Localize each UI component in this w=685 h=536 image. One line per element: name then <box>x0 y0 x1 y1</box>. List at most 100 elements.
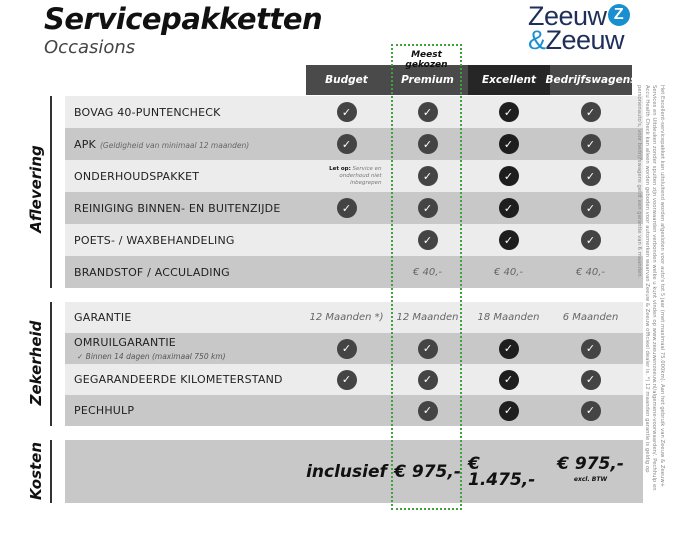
table-row: GARANTIE 12 Maanden *) 12 Maanden 18 Maande… <box>65 302 643 333</box>
cell-excellent: ✓ <box>468 395 549 426</box>
check-icon: ✓ <box>498 102 519 122</box>
check-icon: ✓ <box>417 230 438 250</box>
check-icon: ✓ <box>336 102 357 122</box>
check-icon: ✓ <box>498 338 519 359</box>
row-label: REINIGING BINNEN- EN BUITENZIJDE <box>74 201 281 215</box>
cell-value: 12 Maanden <box>396 312 459 323</box>
check-icon: ✓ <box>498 369 519 390</box>
cell-bedrijfswagens: ✓ <box>550 96 631 128</box>
row-label: GARANTIE <box>74 311 132 324</box>
price-budget: inclusief <box>306 461 387 482</box>
column-header-bedrijfswagens: Bedrijfswagens <box>546 65 637 95</box>
cell-premium: € 40,- <box>387 256 468 288</box>
row-label: PECHHULP <box>74 404 135 417</box>
cell-excellent: ✓ <box>468 192 549 224</box>
cell-budget: 12 Maanden *) <box>306 302 387 333</box>
table-row: BRANDSTOF / ACCULADING € 40,- € 40,- € 40,- <box>65 256 643 288</box>
section-divider <box>50 96 52 288</box>
check-icon: ✓ <box>580 134 601 154</box>
column-header-budget: Budget <box>306 65 387 95</box>
table-row: BOVAG 40-PUNTENCHECK ✓ ✓ ✓ ✓ <box>65 96 643 128</box>
row-label: POETS- / WAXBEHANDELING <box>74 233 235 247</box>
check-icon: ✓ <box>580 102 601 122</box>
cell-premium: ✓ <box>387 96 468 128</box>
table-row: ONDERHOUDSPAKKET Let op: Service en onder… <box>65 160 643 192</box>
column-header-excellent: Excellent <box>468 65 550 95</box>
row-label: GEGARANDEERDE KILOMETERSTAND <box>74 373 283 386</box>
row-label: ONDERHOUDSPAKKET <box>74 169 200 183</box>
logo: Zeeuw Z &Zeeuw <box>528 3 638 54</box>
logo-z-icon: Z <box>607 4 630 26</box>
cell-bedrijfswagens: 6 Maanden <box>550 302 631 333</box>
cell-bedrijfswagens: ✓ <box>550 364 631 395</box>
row-label: BOVAG 40-PUNTENCHECK <box>74 105 221 119</box>
cell-bedrijfswagens: € 40,- <box>550 256 631 288</box>
check-icon: ✓ <box>417 102 438 122</box>
cell-excellent: 18 Maanden <box>468 302 549 333</box>
price-excellent: € 1.475,- <box>468 453 536 490</box>
cell-premium: ✓ <box>387 333 468 364</box>
cell-excellent: ✓ <box>468 96 549 128</box>
check-icon: ✓ <box>498 166 519 186</box>
table-row: GEGARANDEERDE KILOMETERSTAND ✓ ✓ ✓ ✓ <box>65 364 643 395</box>
section-divider <box>50 302 52 426</box>
row-label: OMRUILGARANTIE <box>74 336 176 349</box>
cell-value: 18 Maanden <box>477 312 540 323</box>
page-title: Servicepakketten <box>44 2 323 36</box>
check-icon: ✓ <box>417 338 438 359</box>
cell-bedrijfswagens: ✓ <box>550 128 631 160</box>
cell-budget: ✓ <box>306 364 387 395</box>
section-divider <box>50 440 52 503</box>
cell-excellent: € 40,- <box>468 256 549 288</box>
table-row: REINIGING BINNEN- EN BUITENZIJDE ✓ ✓ ✓ ✓ <box>65 192 643 224</box>
table-row: OMRUILGARANTIE ✓ Binnen 14 dagen (maximaa… <box>65 333 643 364</box>
cell-value: € 40,- <box>412 266 443 278</box>
check-icon: ✓ <box>336 369 357 390</box>
check-icon: ✓ <box>417 400 438 421</box>
check-icon: ✓ <box>417 166 438 186</box>
check-icon: ✓ <box>336 338 357 359</box>
check-icon: ✓ <box>580 369 601 390</box>
row-note: (Geldigheid van minimaal 12 maanden) <box>99 140 250 150</box>
cell-bedrijfswagens: ✓ <box>550 395 631 426</box>
cell-budget <box>306 256 387 288</box>
table-row: APK (Geldigheid van minimaal 12 maanden) ✓… <box>65 128 643 160</box>
check-icon: ✓ <box>498 198 519 218</box>
check-icon: ✓ <box>417 198 438 218</box>
cell-budget: ✓ <box>306 192 387 224</box>
cell-excellent: ✓ <box>468 224 549 256</box>
cell-budget: ✓ <box>306 333 387 364</box>
check-icon: ✓ <box>580 230 601 250</box>
row-label: BRANDSTOF / ACCULADING <box>74 265 230 279</box>
cell-budget <box>306 395 387 426</box>
cell-premium: ✓ <box>387 224 468 256</box>
check-icon: ✓ <box>417 369 438 390</box>
cell-premium: 12 Maanden <box>387 302 468 333</box>
cell-excellent: ✓ <box>468 128 549 160</box>
section-kosten: Kosten <box>27 441 45 501</box>
cell-budget: Let op: Service en onderhoud niet inbegr… <box>306 160 387 192</box>
cell-budget: ✓ <box>306 96 387 128</box>
check-icon: ✓ <box>580 198 601 218</box>
check-icon: ✓ <box>336 198 357 218</box>
cell-value: 12 Maanden *) <box>309 312 384 323</box>
cell-bedrijfswagens: ✓ <box>550 224 631 256</box>
section-aflevering: Aflevering <box>27 145 45 233</box>
cell-excellent: ✓ <box>468 364 549 395</box>
cell-bedrijfswagens: ✓ <box>550 160 631 192</box>
cell-premium: ✓ <box>387 160 468 192</box>
check-icon: ✓ <box>336 134 357 154</box>
budget-note: Let op: Service en onderhoud niet inbegr… <box>329 165 382 186</box>
cell-excellent: ✓ <box>468 333 549 364</box>
check-icon: ✓ <box>498 134 519 154</box>
price-premium: € 975,- <box>394 461 461 482</box>
cell-budget <box>306 224 387 256</box>
price-bedrijfswagens: € 975,- excl. BTW <box>550 440 631 503</box>
column-header-premium: Premium <box>387 65 468 95</box>
page-subtitle: Occasions <box>44 37 136 58</box>
check-icon: ✓ <box>580 400 601 421</box>
cell-value: € 40,- <box>493 266 524 278</box>
cell-excellent: ✓ <box>468 160 549 192</box>
check-icon: ✓ <box>417 134 438 154</box>
cell-bedrijfswagens: ✓ <box>550 333 631 364</box>
